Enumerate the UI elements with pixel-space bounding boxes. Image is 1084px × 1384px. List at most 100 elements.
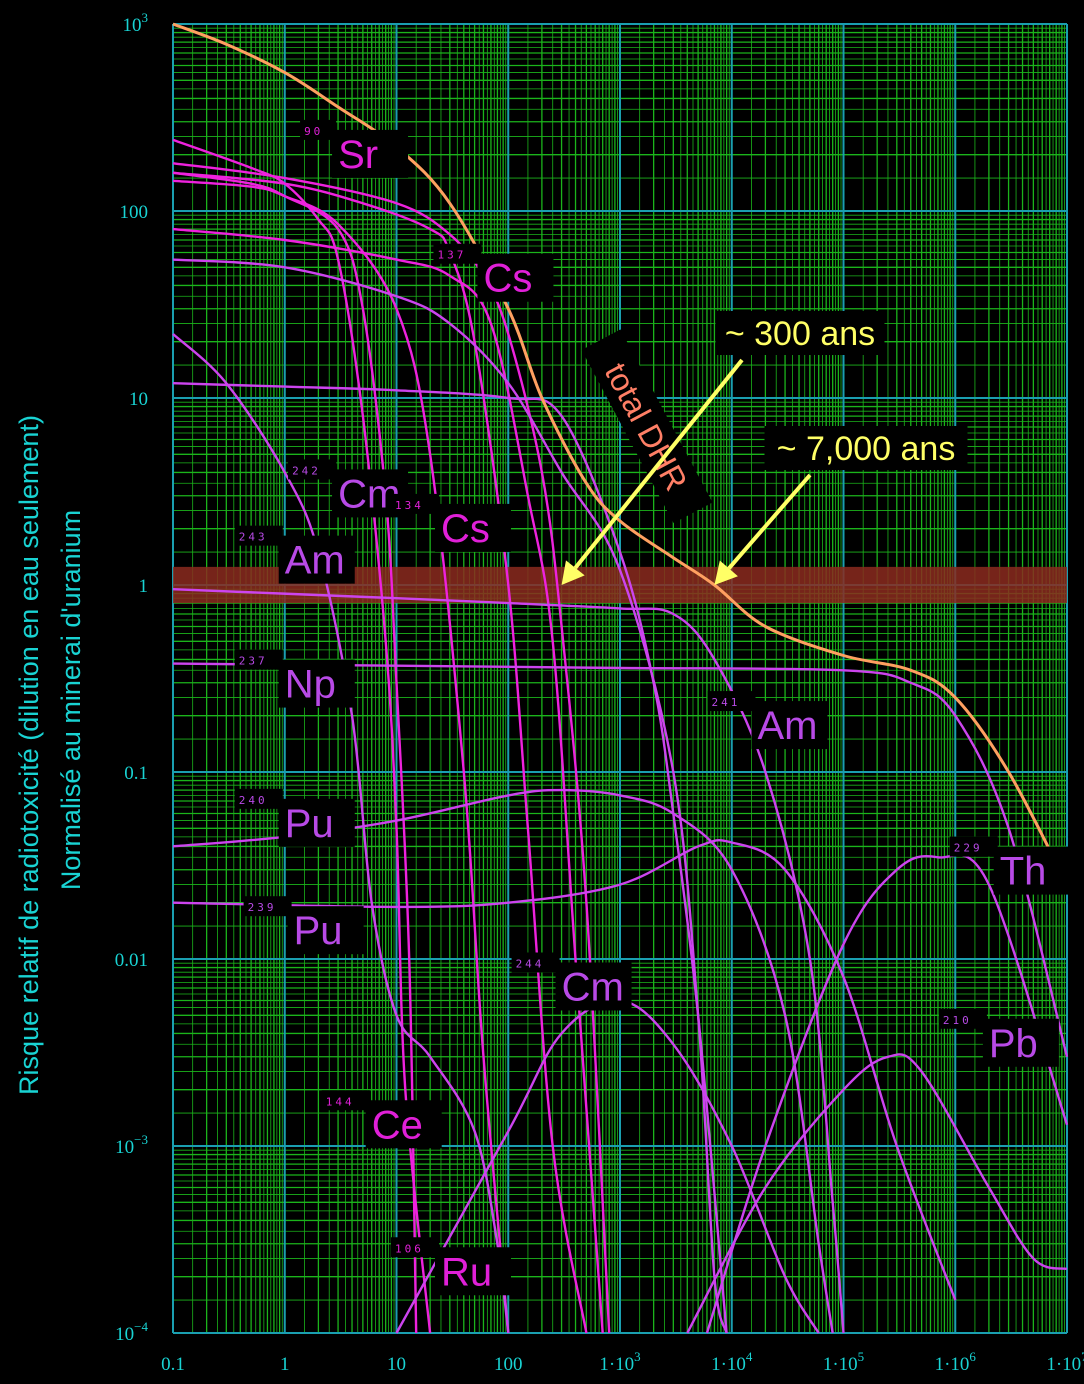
isotope-symbol: Np <box>285 663 336 707</box>
annotation-arrow-head <box>561 560 585 585</box>
y-axis-label-line2: Normalisé au minerai d'uranium <box>56 510 86 890</box>
annotation-arrow-shaft <box>727 473 812 570</box>
isotope-symbol: Pu <box>285 802 334 846</box>
isotope-symbol: Cm <box>562 965 624 1009</box>
isotope-label-bg <box>993 846 1070 895</box>
isotope-mass-number: 229 <box>954 842 983 855</box>
isotope-label-cm: 244 Cm <box>511 952 632 1011</box>
series-line-cm <box>395 999 820 1334</box>
isotope-label-cs: 137 Cs <box>433 243 554 302</box>
y-tick-label: 0.01 <box>115 950 148 971</box>
isotope-mass-bg <box>234 788 283 809</box>
series-line-unlabeled <box>172 333 510 1334</box>
isotope-label-bg <box>982 1018 1059 1067</box>
x-tick-exponent: 7 <box>1081 1349 1084 1364</box>
isotope-label-bg <box>278 798 355 847</box>
isotope-mass-bg <box>707 691 756 712</box>
y-tick-label: 10 <box>129 389 148 410</box>
isotope-symbol: Sr <box>338 133 378 177</box>
isotope-label-bg <box>278 659 355 708</box>
x-tick-label: 10 <box>387 1354 406 1375</box>
isotope-symbol: Ru <box>441 1250 492 1294</box>
isotope-label-ce: 144 Ce <box>321 1090 442 1149</box>
isotope-mass-number: 242 <box>292 464 321 477</box>
isotope-label-bg <box>365 1100 442 1149</box>
isotope-label-bg <box>555 962 632 1011</box>
isotope-mass-number: 144 <box>326 1095 355 1108</box>
isotope-label-np: 237 Np <box>234 649 355 708</box>
y-tick-label: 1 <box>139 576 149 597</box>
annotation-arrow-shaft <box>573 358 744 570</box>
series-line-total-dhr <box>172 22 1069 886</box>
isotope-mass-number: 239 <box>248 901 277 914</box>
x-tick-label: 1·107 <box>1046 1349 1084 1375</box>
y-axis-title: Risque relatif de radiotoxicité (dilutio… <box>14 415 86 1095</box>
x-tick-label: 1·104 <box>711 1349 753 1375</box>
annotations: total DHR~ 300 ans~ 7,000 ans <box>561 311 968 585</box>
isotope-label-pb: 210 Pb <box>938 1008 1059 1067</box>
annotation-bg <box>715 311 885 355</box>
y-tick-exponent: 3 <box>142 10 149 25</box>
isotope-mass-number: 137 <box>437 249 466 262</box>
x-tick-label: 1·103 <box>599 1349 640 1375</box>
isotope-mass-number: 90 <box>304 125 323 138</box>
isotope-label-bg <box>332 129 409 178</box>
x-tick-exponent: 3 <box>634 1349 641 1364</box>
isotope-mass-bg <box>390 1237 439 1258</box>
isotope-mass-number: 210 <box>943 1014 972 1027</box>
isotope-label-th: 229 Th <box>949 836 1070 895</box>
isotope-mass-bg <box>300 119 337 140</box>
y-tick-exponent: −3 <box>134 1132 148 1147</box>
y-axis-label-line1: Risque relatif de radiotoxicité (dilutio… <box>14 415 44 1095</box>
x-tick-label: 1·105 <box>823 1349 864 1375</box>
isotope-symbol: Ce <box>372 1103 423 1147</box>
isotope-label-bg <box>751 701 828 750</box>
isotope-mass-number: 243 <box>239 531 268 544</box>
isotope-label-bg <box>477 253 554 302</box>
x-tick-label: 1·106 <box>935 1349 977 1375</box>
x-tick-label: 1 <box>280 1354 290 1375</box>
series-line-np <box>172 662 1069 1058</box>
isotope-label-bg <box>434 503 511 552</box>
total-dhr-label-bg <box>581 329 713 524</box>
isotope-label-bg <box>287 906 364 955</box>
isotope-mass-bg <box>321 1090 370 1111</box>
y-tick-exponent: −4 <box>134 1319 148 1334</box>
x-tick-label: 0.1 <box>161 1354 185 1375</box>
isotope-mass-number: 241 <box>712 696 741 709</box>
isotope-label-bg <box>278 535 355 584</box>
isotope-symbol: Pu <box>294 909 343 953</box>
isotope-label-am: 241 Am <box>707 691 828 750</box>
series-line-pb <box>686 1053 1068 1334</box>
series-line-pu <box>172 838 957 1301</box>
annotation-0: ~ 300 ans <box>561 311 885 585</box>
isotope-symbol: Cs <box>441 507 490 551</box>
isotope-symbol: Am <box>758 704 818 748</box>
y-tick-label: 10−3 <box>115 1132 148 1158</box>
isotope-label-pu: 240 Pu <box>234 788 355 847</box>
isotope-label-cs: 134 Cs <box>390 493 511 552</box>
x-tick-label: 100 <box>494 1354 523 1375</box>
isotope-mass-number: 244 <box>516 957 545 970</box>
isotope-label-pu: 239 Pu <box>243 896 364 955</box>
isotope-mass-bg <box>390 493 439 514</box>
isotope-symbol: Am <box>285 539 345 583</box>
y-tick-label: 100 <box>120 202 149 223</box>
annotation-bg <box>764 426 968 470</box>
isotope-symbol: Cs <box>483 257 532 301</box>
series-line-unlabeled <box>172 179 510 1334</box>
isotope-mass-number: 106 <box>395 1242 424 1255</box>
isotope-label-am: 243 Am <box>234 525 355 584</box>
y-tick-label: 10−4 <box>115 1319 148 1345</box>
y-tick-label: 103 <box>123 10 149 36</box>
isotope-mass-bg <box>234 649 283 670</box>
isotope-symbol: Th <box>1000 850 1047 894</box>
isotope-label-bg <box>434 1247 511 1296</box>
annotation-text: ~ 7,000 ans <box>777 430 956 468</box>
isotope-mass-bg <box>288 459 337 480</box>
series-line-unlabeled <box>172 171 588 1334</box>
series-line-unlabeled <box>172 162 611 1334</box>
series-line-th <box>705 853 1069 1334</box>
annotation-text: ~ 300 ans <box>725 315 875 353</box>
